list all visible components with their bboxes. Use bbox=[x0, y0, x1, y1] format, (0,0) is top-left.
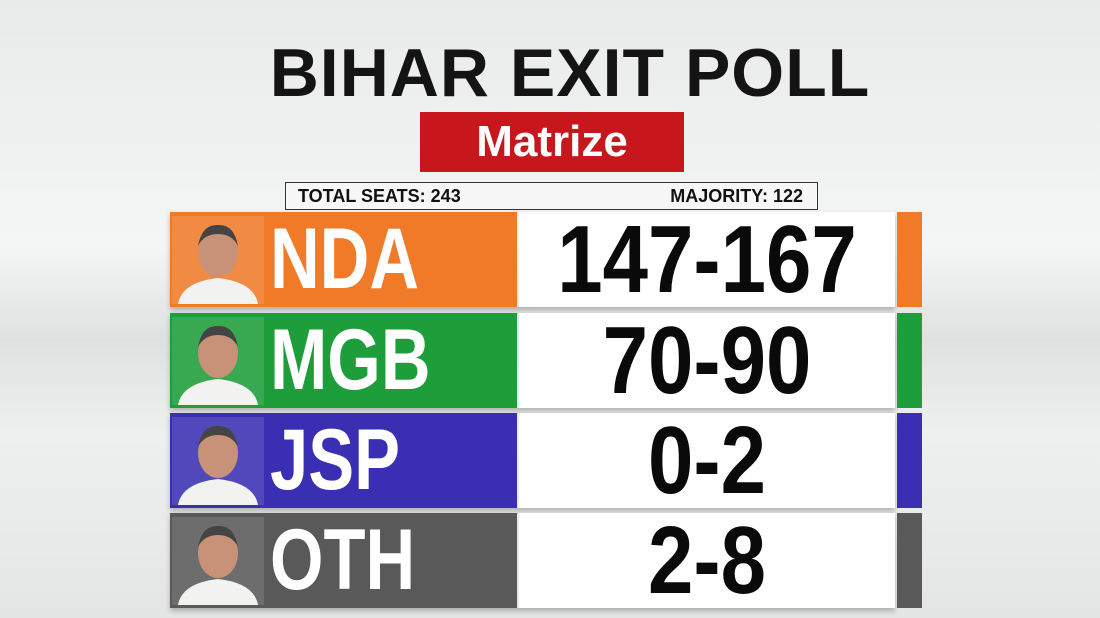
total-seats: TOTAL SEATS: 243 bbox=[298, 186, 461, 206]
party-color-strip bbox=[897, 513, 922, 608]
party-color-strip bbox=[897, 313, 922, 408]
result-row: OTH 2-8 bbox=[170, 507, 895, 614]
seat-range: 0-2 bbox=[648, 407, 766, 514]
party-color-strip bbox=[897, 212, 922, 307]
party-panel: MGB bbox=[170, 313, 517, 408]
page-title: BIHAR EXIT POLL bbox=[269, 35, 871, 111]
party-panel: NDA bbox=[170, 212, 517, 307]
seats-info-bar: TOTAL SEATS: 243 MAJORITY: 122 bbox=[285, 182, 818, 210]
leader-photo-icon bbox=[172, 216, 264, 304]
party-name: JSP bbox=[270, 412, 401, 508]
seat-range: 70-90 bbox=[602, 307, 812, 414]
seat-range-panel: 147-167 bbox=[519, 206, 895, 313]
leader-photo-icon bbox=[172, 317, 264, 405]
seat-range-panel: 70-90 bbox=[519, 307, 895, 414]
leader-photo-icon bbox=[172, 417, 264, 505]
party-panel: JSP bbox=[170, 413, 517, 508]
party-panel: OTH bbox=[170, 513, 517, 608]
seat-range: 2-8 bbox=[648, 507, 766, 614]
party-color-strip bbox=[897, 413, 922, 508]
pollster-badge: Matrize bbox=[420, 112, 684, 172]
party-name: NDA bbox=[270, 211, 420, 307]
majority: MAJORITY: 122 bbox=[670, 186, 803, 206]
party-name: OTH bbox=[270, 512, 416, 608]
party-name: MGB bbox=[270, 312, 431, 408]
result-row: NDA 147-167 bbox=[170, 206, 895, 313]
seat-range-panel: 0-2 bbox=[519, 407, 895, 514]
seat-range: 147-167 bbox=[557, 206, 857, 313]
result-row: JSP 0-2 bbox=[170, 407, 895, 514]
leader-photo-icon bbox=[172, 517, 264, 605]
result-row: MGB 70-90 bbox=[170, 307, 895, 414]
seat-range-panel: 2-8 bbox=[519, 507, 895, 614]
